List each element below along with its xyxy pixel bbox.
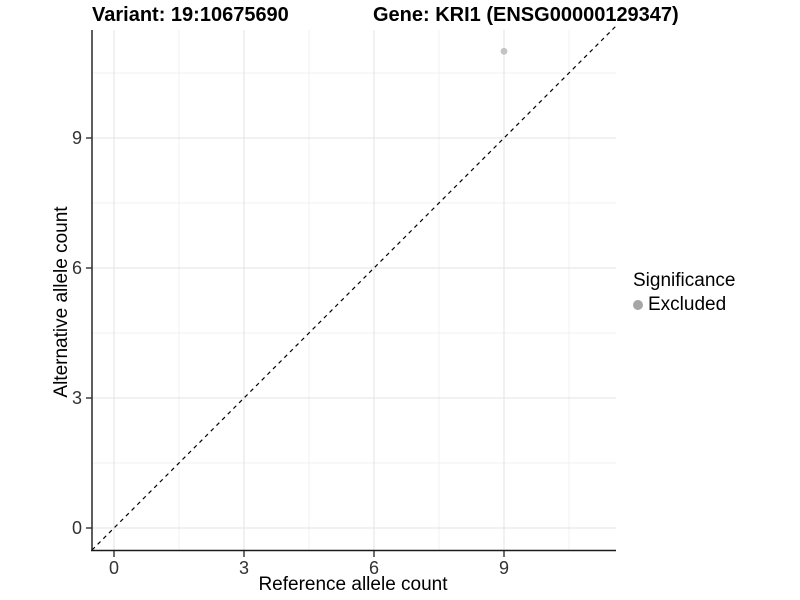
- x-tick-label-9: 9: [498, 558, 509, 578]
- tick-marks: [86, 137, 505, 557]
- legend-key-dot-icon: [633, 300, 643, 310]
- x-tick-label-6: 6: [368, 558, 379, 578]
- x-tick-label-3: 3: [238, 558, 249, 578]
- grid-major: [92, 30, 616, 550]
- y-tick-label-9: 9: [71, 128, 82, 148]
- identity-reference-line: [91, 25, 617, 551]
- x-axis-title: Reference allele count: [258, 574, 448, 595]
- legend-item-label: Excluded: [648, 294, 727, 315]
- axis-lines: [91, 30, 616, 552]
- grid-minor: [92, 30, 616, 550]
- legend: Significance Excluded: [633, 270, 735, 315]
- gene-title: Gene: KRI1 (ENSG00000129347): [373, 4, 679, 26]
- variant-title: Variant: 19:10675690: [92, 4, 289, 26]
- data-point: [500, 47, 508, 55]
- y-tick-label-0: 0: [71, 518, 82, 538]
- legend-item-excluded: Excluded: [633, 295, 735, 315]
- legend-title: Significance: [633, 270, 736, 291]
- y-axis-title: Alternative allele count: [51, 206, 72, 398]
- y-tick-label-6: 6: [71, 258, 82, 278]
- x-tick-label-0: 0: [108, 558, 119, 578]
- y-tick-label-3: 3: [71, 388, 82, 408]
